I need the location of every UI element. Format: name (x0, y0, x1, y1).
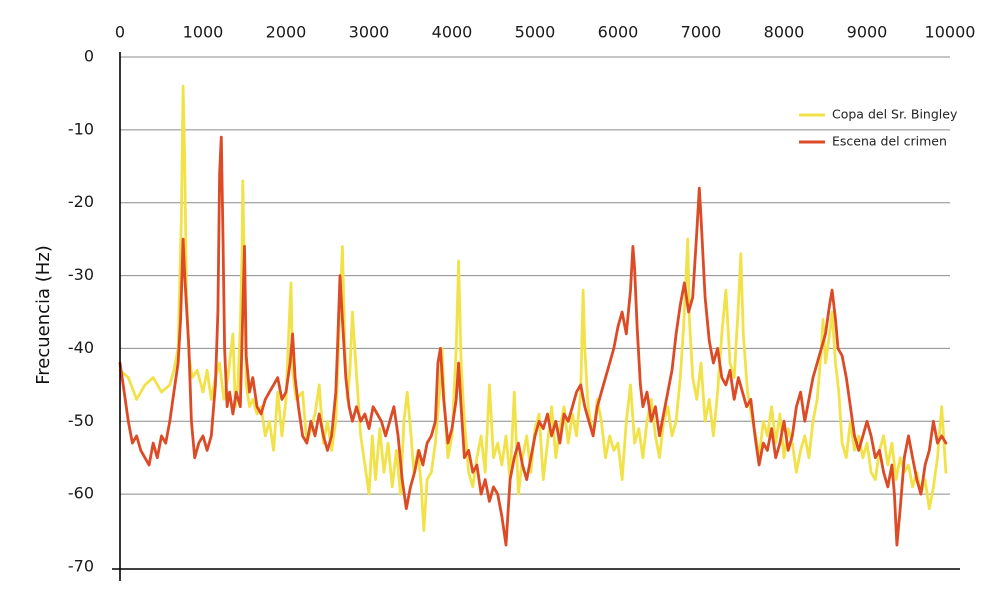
y-axis-title: Frecuencia (Hz) (33, 245, 54, 385)
legend-label-escena: Escena del crimen (832, 134, 947, 149)
x-tick-label-5: 5000 (515, 23, 556, 42)
y-tick-label-0: 0 (84, 47, 94, 66)
x-tick-label-7: 7000 (681, 23, 722, 42)
legend: Copa del Sr. Bingley Escena del crimen (799, 107, 958, 149)
x-tick-label-8: 8000 (764, 23, 805, 42)
y-tick-label-4: -40 (68, 338, 94, 357)
x-tick-label-10: 10000 (925, 23, 976, 42)
x-tick-label-1: 1000 (183, 23, 224, 42)
y-tick-label-2: -20 (68, 192, 94, 211)
legend-item-escena: Escena del crimen (799, 134, 947, 149)
y-tick-label-1: -10 (68, 119, 94, 138)
legend-label-copa: Copa del Sr. Bingley (832, 107, 958, 122)
y-tick-label-7: -70 (68, 557, 94, 576)
series-line-1 (118, 135, 948, 547)
x-tick-label-2: 2000 (266, 23, 307, 42)
series-group (118, 84, 948, 547)
y-tick-label-3: -30 (68, 265, 94, 284)
x-tick-label-3: 3000 (349, 23, 390, 42)
grid-lines (120, 56, 950, 495)
x-tick-label-9: 9000 (847, 23, 888, 42)
x-tick-label-0: 0 (115, 23, 125, 42)
axes-group (112, 52, 960, 581)
x-tick-label-4: 4000 (432, 23, 473, 42)
tick-labels: 0 -10 -20 -30 -40 -50 -60 -70 0 1000 2000 3000 4000 5… (68, 23, 976, 576)
y-tick-label-6: -60 (68, 484, 94, 503)
series-line-0 (118, 84, 948, 532)
x-tick-label-6: 6000 (598, 23, 639, 42)
legend-item-copa: Copa del Sr. Bingley (799, 107, 958, 122)
y-tick-label-5: -50 (68, 411, 94, 430)
